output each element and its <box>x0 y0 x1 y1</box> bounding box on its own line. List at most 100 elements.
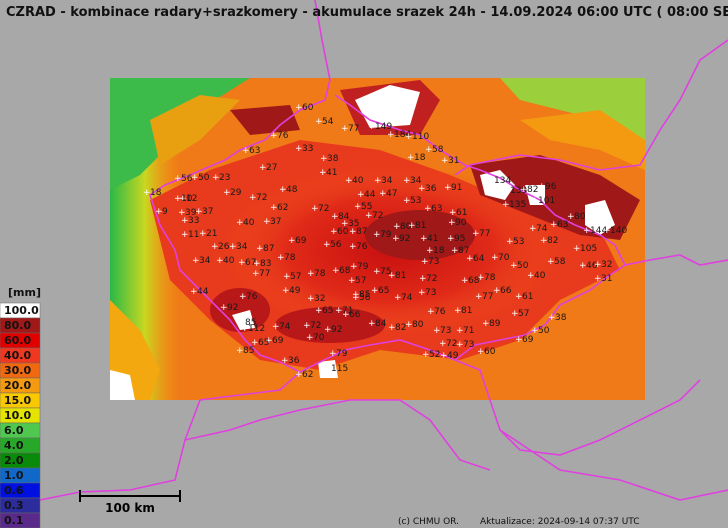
station-marker: + <box>603 226 611 236</box>
station-value: 76 <box>434 307 446 317</box>
station-marker: + <box>281 356 289 366</box>
station-value: 81 <box>461 306 472 316</box>
station-value: 83 <box>260 259 271 269</box>
station-marker: + <box>388 271 396 281</box>
station-marker: + <box>216 256 224 266</box>
station-marker: + <box>335 306 343 316</box>
station-marker: + <box>405 132 413 142</box>
station-value: 40 <box>243 218 255 228</box>
station-value: 110 <box>412 132 429 142</box>
station-marker: + <box>368 319 376 329</box>
station-value: 33 <box>302 144 313 154</box>
station-marker: + <box>515 335 523 345</box>
station-value: 32 <box>314 294 325 304</box>
station-marker: + <box>475 292 483 302</box>
station-marker: + <box>371 286 379 296</box>
station-marker: + <box>441 156 449 166</box>
station-value: 34 <box>381 176 393 186</box>
station-marker: + <box>472 229 480 239</box>
station-marker: + <box>422 350 430 360</box>
legend-label: 30.0 <box>4 364 31 377</box>
station-marker: + <box>506 237 514 247</box>
station-value: 81 <box>395 271 406 281</box>
station-value: 11 <box>188 230 199 240</box>
station-marker: + <box>477 347 485 357</box>
station-marker: + <box>456 340 464 350</box>
station-value: 101 <box>538 196 555 206</box>
station-marker: + <box>350 262 358 272</box>
station-value: 52 <box>429 350 440 360</box>
station-value: 74 <box>279 322 291 332</box>
station-marker: + <box>277 253 285 263</box>
station-marker: + <box>320 154 328 164</box>
station-value: 78 <box>314 269 326 279</box>
station-marker: + <box>439 339 447 349</box>
station-value: 53 <box>513 237 524 247</box>
station-value: 140 <box>610 226 627 236</box>
station-value: 29 <box>230 188 242 198</box>
station-marker: + <box>531 196 539 206</box>
station-marker: + <box>315 117 323 127</box>
station-value: 57 <box>290 272 301 282</box>
station-marker: + <box>392 234 400 244</box>
legend-label: 60.0 <box>4 334 31 347</box>
station-value: 31 <box>448 156 459 166</box>
station-marker: + <box>330 227 338 237</box>
station-marker: + <box>538 182 546 192</box>
station-value: 71 <box>342 306 353 316</box>
station-value: 57 <box>355 276 366 286</box>
station-marker: + <box>454 306 462 316</box>
station-marker: + <box>190 287 198 297</box>
station-value: 72 <box>256 193 267 203</box>
station-value: 38 <box>327 154 339 164</box>
station-value: 69 <box>295 236 307 246</box>
station-marker: + <box>529 224 537 234</box>
station-marker: + <box>192 256 200 266</box>
station-value: 40 <box>223 256 235 266</box>
station-value: 144 <box>590 226 607 236</box>
station-marker: + <box>426 246 434 256</box>
station-value: 82 <box>527 185 538 195</box>
station-value: 39 <box>185 208 197 218</box>
station-value: 41 <box>427 234 438 244</box>
legend: [mm] 100.0 80.0 60.0 40.0 30.0 20.0 15.0 10.0 6.… <box>0 286 41 528</box>
station-marker: + <box>303 321 311 331</box>
station-marker: + <box>295 103 303 113</box>
legend-label: 10.0 <box>4 409 31 422</box>
legend-label: 2.0 <box>4 454 24 467</box>
station-marker: + <box>349 242 357 252</box>
station-value: 105 <box>580 244 597 254</box>
station-marker: + <box>236 218 244 228</box>
station-marker: + <box>374 176 382 186</box>
station-value: 149 <box>375 122 392 132</box>
station-marker: + <box>368 122 376 132</box>
station-value: 44 <box>364 190 376 200</box>
station-value: 87 <box>458 246 469 256</box>
station-value: 77 <box>482 292 493 302</box>
station-value: 50 <box>517 261 529 271</box>
station-marker: + <box>447 234 455 244</box>
station-marker: + <box>373 230 381 240</box>
station-value: 18 <box>433 246 445 256</box>
station-marker: + <box>418 184 426 194</box>
station-value: 79 <box>336 349 348 359</box>
station-marker: + <box>211 242 219 252</box>
station-marker: + <box>178 208 186 218</box>
station-value: 33 <box>188 216 199 226</box>
station-marker: + <box>324 364 332 374</box>
station-value: 63 <box>557 220 568 230</box>
scale-label: 100 km <box>105 501 155 515</box>
station-value: 53 <box>410 196 421 206</box>
station-marker: + <box>174 174 182 184</box>
station-marker: + <box>451 246 459 256</box>
station-value: 74 <box>401 293 413 303</box>
borders <box>19 0 728 528</box>
station-value: 72 <box>310 321 321 331</box>
station-marker: + <box>179 194 187 204</box>
station-value: 21 <box>206 229 217 239</box>
station-value: 80 <box>412 320 424 330</box>
station-marker: + <box>263 217 271 227</box>
legend-swatch <box>0 512 41 528</box>
station-value: 46 <box>586 261 598 271</box>
station-marker: + <box>502 200 510 210</box>
